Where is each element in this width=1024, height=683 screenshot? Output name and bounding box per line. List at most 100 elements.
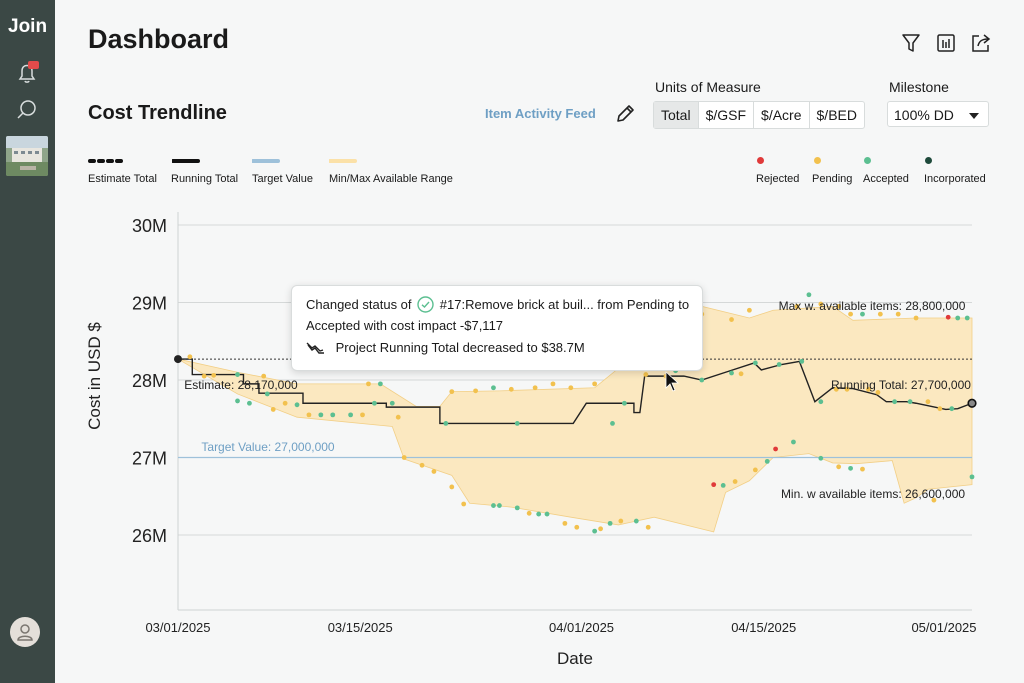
- tooltip-line-2: Accepted with cost impact -$7,117: [306, 318, 504, 333]
- y-axis-label: Cost in USD $: [85, 322, 104, 430]
- status-point-rejected: [711, 482, 717, 488]
- y-tick-label: 26M: [132, 526, 167, 546]
- units-of-measure-toggle: Total $/GSF $/Acre $/BED: [653, 101, 865, 129]
- status-point-accepted: [348, 412, 354, 418]
- status-point-accepted: [264, 391, 270, 397]
- report-icon[interactable]: [934, 31, 958, 55]
- status-point-pending: [913, 315, 919, 321]
- status-point-pending: [449, 484, 455, 490]
- y-tick-label: 27M: [132, 449, 167, 469]
- tooltip-line-3: Project Running Total decreased to $38.7…: [306, 340, 585, 358]
- tooltip-line-1: Changed status of #17:Remove brick at bu…: [306, 296, 689, 316]
- estimate-annotation: Estimate: 28,170,000: [184, 378, 298, 392]
- status-point-pending: [738, 371, 744, 377]
- x-tick-label: 03/01/2025: [145, 620, 210, 635]
- status-point-accepted: [592, 528, 598, 534]
- x-tick-label: 04/15/2025: [731, 620, 796, 635]
- status-point-accepted: [491, 503, 496, 508]
- item-activity-feed-link[interactable]: Item Activity Feed: [485, 106, 596, 121]
- running-annotation: Running Total: 27,700,000: [831, 378, 971, 392]
- min-max-range-area: [177, 305, 973, 533]
- legend-pending-dot: [814, 157, 821, 164]
- x-tick-label: 03/15/2025: [328, 620, 393, 635]
- legend-running-label: Running Total: [171, 173, 239, 185]
- legend-rejected-dot: [757, 157, 764, 164]
- share-icon[interactable]: [969, 31, 993, 55]
- status-point-pending: [461, 501, 467, 507]
- status-point-accepted: [514, 505, 520, 511]
- notification-badge: [28, 61, 39, 69]
- status-point-pending: [746, 307, 752, 313]
- status-point-pending: [261, 373, 267, 379]
- unit-option-total[interactable]: Total: [654, 102, 699, 128]
- search-icon[interactable]: [14, 97, 40, 123]
- status-point-pending: [618, 518, 624, 524]
- project-thumbnail[interactable]: [6, 136, 48, 176]
- status-point-accepted: [969, 474, 975, 480]
- status-point-accepted: [443, 421, 449, 426]
- check-circle-icon: [417, 296, 434, 316]
- legend-rejected-label: Rejected: [756, 173, 800, 185]
- activity-tooltip: Changed status of #17:Remove brick at bu…: [291, 285, 703, 371]
- status-point-pending: [860, 466, 865, 472]
- status-point-pending: [562, 520, 568, 526]
- milestone-select[interactable]: 100% DD: [887, 101, 989, 127]
- running-start-marker: [174, 355, 182, 364]
- status-point-accepted: [729, 370, 734, 376]
- bell-icon[interactable]: [14, 60, 40, 86]
- user-avatar[interactable]: [10, 617, 40, 647]
- status-point-pending: [550, 381, 556, 387]
- status-point-pending: [732, 479, 738, 484]
- status-point-accepted: [955, 315, 961, 321]
- section-title: Cost Trendline: [88, 102, 227, 124]
- status-point-accepted: [372, 400, 377, 406]
- status-point-accepted: [818, 399, 824, 405]
- status-point-pending: [568, 385, 574, 391]
- status-point-pending: [925, 399, 931, 405]
- y-tick-label: 28M: [132, 371, 167, 391]
- x-tick-label: 04/01/2025: [549, 620, 614, 635]
- status-point-accepted: [907, 399, 913, 405]
- status-point-pending: [526, 510, 532, 516]
- status-point-accepted: [247, 400, 252, 406]
- status-point-rejected: [945, 314, 951, 320]
- legend-accepted-dot: [864, 157, 871, 164]
- status-point-pending: [818, 301, 824, 307]
- legend-estimate-swatch: [88, 159, 124, 163]
- status-point-pending: [844, 386, 850, 392]
- status-point-pending: [752, 467, 758, 473]
- status-point-accepted: [389, 400, 395, 406]
- status-point-pending: [931, 497, 937, 503]
- status-point-accepted: [235, 372, 240, 377]
- status-point-pending: [508, 386, 514, 392]
- legend-range-label: Min/Max Available Range: [329, 173, 453, 185]
- caret-down-icon: [969, 113, 979, 119]
- status-point-pending: [419, 462, 425, 468]
- trend-down-icon: [306, 341, 326, 358]
- pencil-icon[interactable]: [613, 102, 637, 126]
- page-title: Dashboard: [88, 24, 230, 54]
- status-point-accepted: [752, 360, 758, 366]
- unit-option-gsf[interactable]: $/GSF: [699, 102, 755, 128]
- status-point-pending: [836, 464, 842, 470]
- status-point-pending: [211, 372, 217, 378]
- unit-option-bed[interactable]: $/BED: [816, 107, 857, 123]
- y-tick-label: 29M: [132, 294, 167, 314]
- legend-incorporated-label: Incorporated: [924, 173, 986, 185]
- status-point-accepted: [791, 439, 796, 445]
- target-annotation: Target Value: 27,000,000: [201, 440, 335, 454]
- app-logo[interactable]: Join: [8, 16, 48, 37]
- filter-icon[interactable]: [899, 31, 923, 55]
- status-point-accepted: [799, 359, 805, 364]
- status-point-accepted: [892, 399, 898, 405]
- mouse-cursor: [665, 371, 680, 392]
- status-point-pending: [449, 389, 455, 395]
- status-point-accepted: [720, 483, 726, 488]
- unit-option-acre[interactable]: $/Acre: [754, 102, 810, 128]
- running-total-line: [178, 358, 973, 425]
- status-point-accepted: [633, 518, 639, 524]
- min-annotation: Min. w available items: 26,600,000: [781, 487, 965, 501]
- status-point-pending: [895, 311, 901, 317]
- status-point-pending: [643, 372, 649, 377]
